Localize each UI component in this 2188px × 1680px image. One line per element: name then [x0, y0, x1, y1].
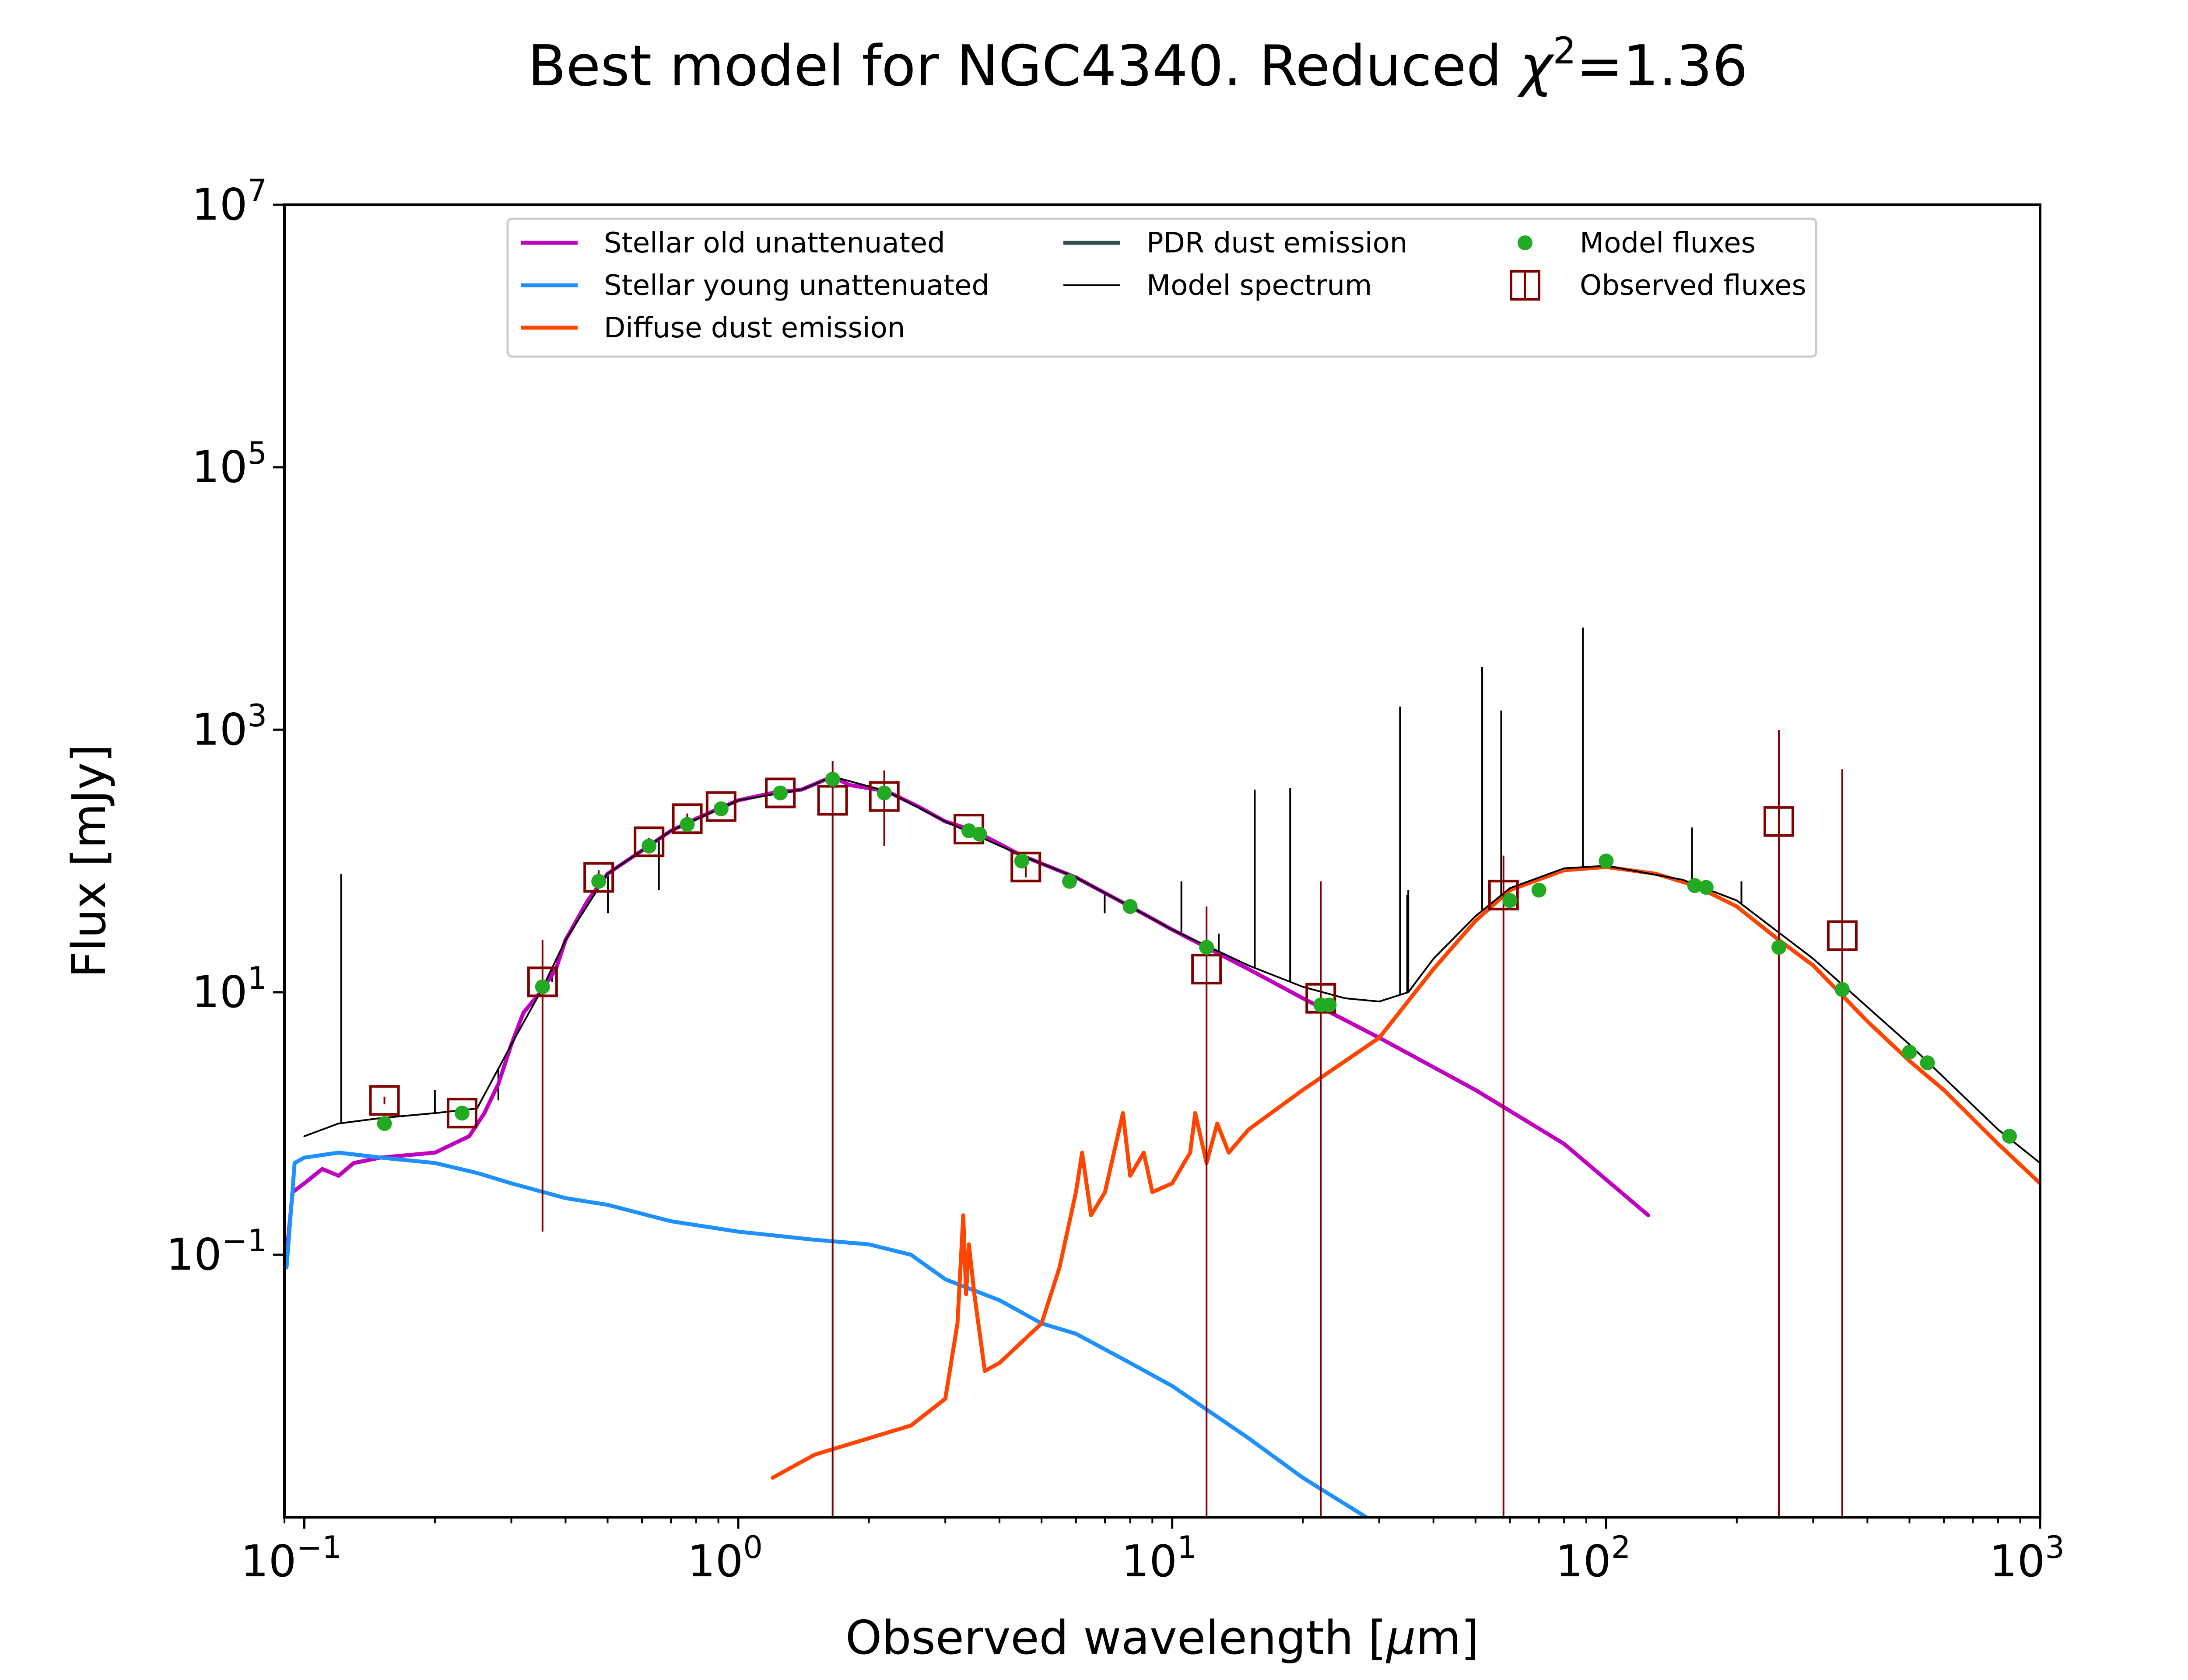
x-tick-label: 103 — [1989, 1530, 2065, 1587]
observed-flux-marker — [634, 826, 665, 858]
x-tick-base: 10 — [1989, 1536, 2045, 1587]
y-tick-label: 105 — [192, 435, 267, 493]
model-flux-point — [825, 772, 840, 787]
y-tick-exponent: 1 — [247, 960, 267, 996]
observed-flux-marker — [1763, 806, 1794, 837]
observed-flux-marker — [446, 1098, 477, 1129]
legend-label-stellar-old-unattenuated: Stellar old unattenuated — [604, 227, 945, 259]
chart-title-chi: χ — [1517, 34, 1555, 99]
x-tick-exponent: 3 — [2045, 1530, 2065, 1565]
x-tick-exponent: 2 — [1611, 1530, 1631, 1565]
y-tick-base: 10 — [192, 441, 247, 493]
chart-title-sup: 2 — [1553, 29, 1576, 72]
y-tick-label: 103 — [192, 698, 267, 755]
x-axis-label-end: m] — [1416, 1611, 1480, 1665]
model-flux-point — [1902, 1044, 1917, 1060]
observed-flux-marker — [869, 781, 900, 812]
observed-flux-marker — [1488, 879, 1519, 910]
model-flux-point — [1502, 893, 1518, 908]
y-axis-label: Flux [mJy] — [62, 744, 116, 978]
x-tick-base: 10 — [687, 1536, 743, 1587]
y-tick-base: 10 — [166, 1229, 222, 1280]
model-flux-point — [1771, 940, 1786, 955]
series-line-diffuse-dust-emission — [771, 865, 2040, 1480]
model-flux-point — [1322, 998, 1337, 1013]
chart-title-main: Best model for NGC4340. Reduced — [528, 34, 1520, 99]
legend-swatch-model-fluxes — [1518, 235, 1532, 250]
series-line-stellar-old-unattenuated — [284, 774, 1650, 1257]
model-flux-point — [1834, 982, 1850, 997]
y-tick-base: 10 — [192, 966, 247, 1018]
model-flux-point — [1199, 940, 1214, 955]
series-line-stellar-young-unattenuated — [284, 1151, 1368, 1517]
y-tick-label: 101 — [192, 960, 267, 1018]
model-flux-point — [1531, 882, 1546, 898]
observed-flux-marker — [369, 1085, 400, 1116]
observed-flux-marker — [705, 791, 736, 822]
x-tick-base: 10 — [1555, 1536, 1611, 1587]
x-axis: 10−1 100 101 102 103 — [241, 1517, 2065, 1587]
y-tick-exponent: 5 — [247, 435, 267, 471]
legend-label-stellar-young-unattenuated: Stellar young unattenuated — [604, 270, 989, 302]
y-tick-base: 10 — [192, 704, 247, 755]
observed-flux-marker — [1827, 920, 1858, 951]
x-tick-exponent: −1 — [296, 1530, 341, 1565]
y-tick-exponent: 7 — [247, 173, 267, 209]
model-flux-point — [1599, 854, 1614, 868]
model-flux-point — [454, 1106, 470, 1121]
chart-title-value: =1.36 — [1576, 34, 1748, 99]
x-tick-exponent: 1 — [1177, 1530, 1197, 1565]
model-flux-point — [642, 838, 657, 854]
x-tick-label: 10−1 — [241, 1530, 341, 1587]
x-axis-label-mu: μ — [1385, 1611, 1416, 1665]
observed-flux-marker — [1010, 851, 1041, 882]
x-tick-base: 10 — [1122, 1536, 1177, 1587]
model-flux-point — [877, 785, 892, 801]
model-flux-point — [680, 817, 695, 832]
y-tick-label: 10−1 — [166, 1223, 267, 1280]
x-tick-exponent: 0 — [743, 1530, 763, 1565]
observed-flux-marker — [527, 966, 558, 998]
x-tick-label: 100 — [687, 1530, 763, 1587]
legend-label-pdr-dust-emission: PDR dust emission — [1147, 227, 1407, 259]
model-flux-point — [1014, 854, 1029, 868]
x-axis-label-main: Observed wavelength [ — [845, 1611, 1386, 1665]
legend-label-observed-fluxes: Observed fluxes — [1580, 270, 1806, 302]
model-flux-point — [2002, 1129, 2017, 1144]
observed-flux-marker — [672, 803, 703, 834]
model-flux-point — [591, 874, 607, 889]
y-tick-label: 107 — [192, 173, 267, 230]
observed-flux-marker — [765, 777, 796, 808]
y-tick-exponent: −1 — [222, 1223, 267, 1259]
plot-frame — [283, 203, 2041, 1519]
y-tick-base: 10 — [192, 179, 247, 230]
model-flux-point — [1122, 899, 1138, 914]
model-flux-point — [1687, 878, 1702, 893]
legend-label-model-fluxes: Model fluxes — [1580, 227, 1756, 259]
model-flux-point — [535, 979, 550, 994]
legend-box — [506, 217, 1817, 358]
model-flux-point — [972, 826, 987, 842]
model-flux-point — [1062, 874, 1077, 889]
model-flux-point — [377, 1116, 392, 1131]
model-flux-point — [1920, 1055, 1935, 1071]
legend-label-diffuse-dust-emission: Diffuse dust emission — [604, 312, 905, 344]
model-flux-point — [713, 801, 729, 816]
chart-title: Best model for NGC4340. Reduced χ2=1.36 — [528, 29, 1748, 99]
x-tick-label: 102 — [1555, 1530, 1630, 1587]
x-tick-label: 101 — [1122, 1530, 1197, 1587]
model-flux-point — [773, 785, 788, 801]
observed-flux-marker — [1191, 954, 1222, 985]
plot-area — [284, 627, 2040, 1517]
legend-label-model-spectrum: Model spectrum — [1147, 270, 1372, 302]
y-tick-exponent: 3 — [247, 698, 267, 734]
model-flux-point — [1698, 880, 1714, 895]
x-axis-label: Observed wavelength [μm] — [845, 1611, 1479, 1665]
x-tick-base: 10 — [241, 1536, 296, 1587]
observed-flux-marker — [583, 862, 614, 893]
legend: Stellar old unattenuated Stellar young un… — [506, 217, 1817, 358]
